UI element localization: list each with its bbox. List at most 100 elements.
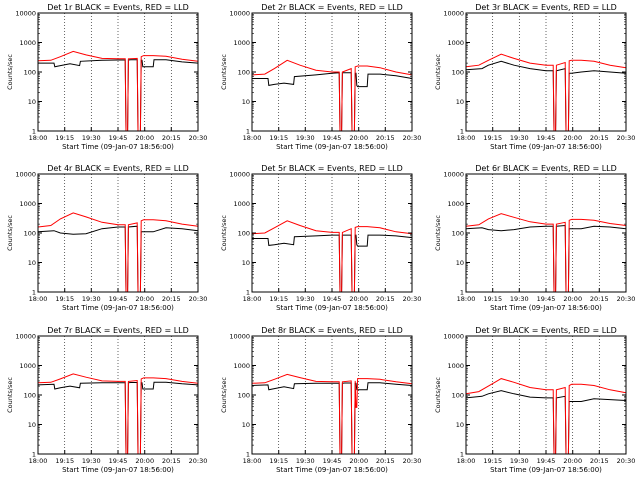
y-tick-label: 100	[24, 392, 36, 400]
y-tick-label: 1000	[19, 39, 36, 47]
y-tick-label: 10000	[229, 333, 250, 341]
x-tick-label: 20:30	[403, 457, 422, 465]
series-line-lld	[37, 373, 199, 455]
x-axis-label: Start Time (09-Jan-07 18:56:00)	[490, 143, 602, 151]
y-tick-label: 1	[32, 289, 36, 297]
x-tick-label: 19:45	[109, 295, 128, 303]
y-tick-label: 10	[456, 259, 464, 267]
y-tick-label: 1000	[447, 200, 464, 208]
x-tick-label: 19:45	[323, 457, 342, 465]
y-tick-label: 1000	[233, 200, 250, 208]
x-tick-label: 19:45	[537, 134, 556, 142]
y-tick-label: 1000	[19, 200, 36, 208]
x-tick-label: 20:30	[189, 134, 208, 142]
y-tick-label: 10	[456, 98, 464, 106]
y-axis-label: Counts/sec	[220, 54, 228, 90]
series-line-events	[251, 382, 413, 455]
x-tick-label: 18:00	[29, 134, 48, 142]
chart-panel-7: Det 7r BLACK = Events, RED = LLD 1 10 100 10…	[6, 326, 207, 474]
y-tick-label: 10	[28, 259, 36, 267]
x-tick-label: 20:30	[189, 295, 208, 303]
y-tick-label: 10	[28, 421, 36, 429]
y-tick-label: 10000	[15, 10, 36, 18]
series-line-events	[37, 381, 199, 455]
y-tick-label: 10	[456, 421, 464, 429]
chart-panel-6: Det 6r BLACK = Events, RED = LLD 1 10 100 10…	[434, 164, 635, 312]
y-axis-label: Counts/sec	[6, 377, 14, 413]
y-tick-label: 10000	[443, 10, 464, 18]
chart-title: Det 2r BLACK = Events, RED = LLD	[261, 3, 403, 12]
chart-title: Det 5r BLACK = Events, RED = LLD	[261, 164, 403, 173]
x-tick-label: 19:30	[510, 457, 529, 465]
series-line-events	[252, 72, 413, 132]
plot-frame	[251, 173, 413, 293]
x-tick-label: 20:00	[135, 134, 154, 142]
x-tick-label: 19:30	[82, 295, 101, 303]
y-tick-label: 1000	[233, 362, 250, 370]
x-tick-label: 20:15	[590, 134, 609, 142]
x-tick-label: 19:15	[55, 134, 74, 142]
x-tick-label: 19:30	[82, 134, 101, 142]
x-tick-label: 20:00	[563, 295, 582, 303]
series-line-lld	[465, 213, 627, 293]
x-tick-label: 20:30	[189, 457, 208, 465]
chart-panel-2: Det 2r BLACK = Events, RED = LLD 1 10 100 10…	[220, 3, 421, 151]
x-tick-label: 20:15	[376, 457, 395, 465]
x-tick-label: 19:30	[296, 457, 315, 465]
x-tick-label: 20:30	[403, 134, 422, 142]
x-tick-label: 20:15	[590, 295, 609, 303]
chart-title: Det 3r BLACK = Events, RED = LLD	[475, 3, 617, 12]
y-tick-label: 10000	[229, 171, 250, 179]
y-tick-label: 10	[242, 421, 250, 429]
x-tick-label: 19:45	[109, 457, 128, 465]
x-tick-label: 19:15	[269, 134, 288, 142]
y-tick-label: 10	[242, 98, 250, 106]
x-tick-label: 18:00	[457, 134, 476, 142]
chart-panel-5: Det 5r BLACK = Events, RED = LLD 1 10 100 10…	[220, 164, 421, 312]
x-tick-label: 19:30	[296, 134, 315, 142]
y-tick-label: 1	[246, 128, 250, 136]
series-line-lld	[251, 59, 413, 132]
x-tick-label: 20:00	[135, 457, 154, 465]
y-axis-label: Counts/sec	[220, 377, 228, 413]
chart-title: Det 1r BLACK = Events, RED = LLD	[47, 3, 189, 12]
y-axis-label: Counts/sec	[434, 377, 442, 413]
y-tick-label: 1000	[447, 362, 464, 370]
x-tick-label: 20:15	[162, 295, 181, 303]
chart-panel-8: Det 8r BLACK = Events, RED = LLD 1 10 100 10…	[220, 326, 421, 474]
x-tick-label: 20:00	[349, 134, 368, 142]
x-axis-label: Start Time (09-Jan-07 18:56:00)	[490, 466, 602, 474]
chart-title: Det 6r BLACK = Events, RED = LLD	[475, 164, 617, 173]
x-tick-label: 20:00	[563, 457, 582, 465]
y-axis-label: Counts/sec	[434, 215, 442, 251]
y-tick-label: 10000	[443, 171, 464, 179]
y-tick-label: 1	[460, 128, 464, 136]
x-tick-label: 19:15	[55, 295, 74, 303]
series-line-events	[38, 59, 199, 132]
x-tick-label: 20:30	[403, 295, 422, 303]
series-line-lld	[251, 373, 413, 455]
chart-title: Det 7r BLACK = Events, RED = LLD	[47, 326, 189, 335]
y-tick-label: 100	[452, 392, 464, 400]
y-tick-label: 100	[238, 392, 250, 400]
x-axis-label: Start Time (09-Jan-07 18:56:00)	[490, 304, 602, 312]
y-axis-label: Counts/sec	[220, 215, 228, 251]
y-tick-label: 1	[246, 451, 250, 459]
chart-title: Det 9r BLACK = Events, RED = LLD	[475, 326, 617, 335]
x-axis-label: Start Time (09-Jan-07 18:56:00)	[276, 304, 388, 312]
x-tick-label: 20:30	[617, 134, 636, 142]
chart-panel-1: Det 1r BLACK = Events, RED = LLD 1 10 100 10…	[6, 3, 207, 151]
series-line-lld	[37, 212, 199, 293]
x-tick-label: 20:00	[349, 295, 368, 303]
x-tick-label: 19:30	[510, 295, 529, 303]
chart-panel-9: Det 9r BLACK = Events, RED = LLD 1 10 100 10…	[434, 326, 635, 474]
x-tick-label: 19:45	[323, 295, 342, 303]
x-tick-label: 18:00	[29, 295, 48, 303]
x-tick-label: 19:15	[483, 457, 502, 465]
y-tick-label: 100	[452, 230, 464, 238]
x-tick-label: 18:00	[243, 457, 262, 465]
chart-panel-4: Det 4r BLACK = Events, RED = LLD 1 10 100 10…	[6, 164, 207, 312]
y-tick-label: 10	[242, 259, 250, 267]
x-axis-label: Start Time (09-Jan-07 18:56:00)	[276, 466, 388, 474]
y-tick-label: 1	[246, 289, 250, 297]
